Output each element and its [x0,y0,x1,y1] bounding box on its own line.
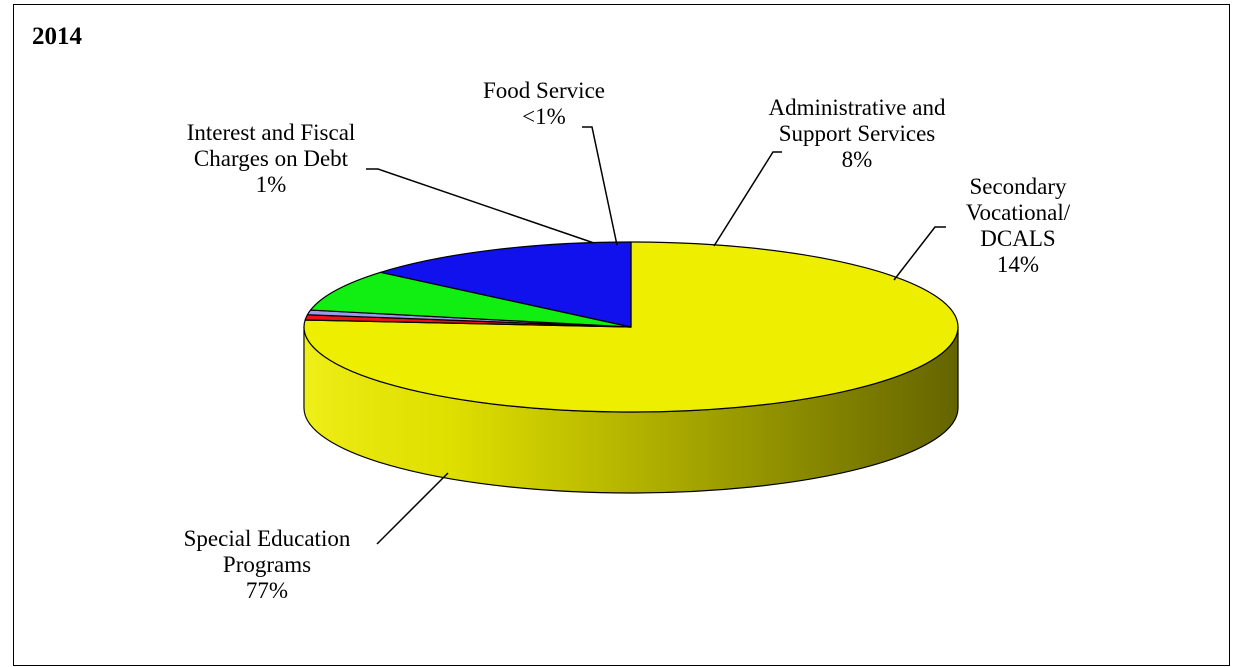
pie-slice-administrative-support [309,271,632,328]
slice-label-administrative-support: Administrative and [769,95,946,120]
leader-line-food-service [582,126,618,246]
value-label-secondary-vocational: 14% [997,252,1039,277]
leader-line-special-education [376,472,449,545]
slice-label-special-education: Programs [223,552,311,577]
value-label-interest-fiscal: 1% [256,172,287,197]
slice-label-secondary-vocational: Secondary [969,174,1067,199]
slice-label-special-education: Special Education [184,526,351,551]
value-label-administrative-support: 8% [842,147,873,172]
leader-line-secondary-vocational [893,226,946,281]
slice-label-secondary-vocational: Vocational/ [966,200,1071,225]
chart-frame: 2014 Special Education Programs 77% Interes… [13,4,1230,666]
pie-layer [303,241,959,494]
slice-label-interest-fiscal: Interest and Fiscal [187,120,356,145]
pie-slice-secondary-vocational [380,241,632,328]
leader-line-administrative-support [713,151,782,247]
slice-label-food-service: Food Service [483,78,605,103]
value-label-special-education: 77% [246,578,288,603]
pie-slice-special-education [303,241,959,413]
pie-side-shade-special-education [304,327,958,493]
leader-line-interest-fiscal [366,168,595,244]
chart-title: 2014 [32,23,82,50]
slice-label-secondary-vocational: DCALS [980,226,1055,251]
slice-label-interest-fiscal: Charges on Debt [194,146,349,171]
slice-label-administrative-support: Support Services [779,121,936,146]
value-label-food-service: <1% [522,104,566,129]
